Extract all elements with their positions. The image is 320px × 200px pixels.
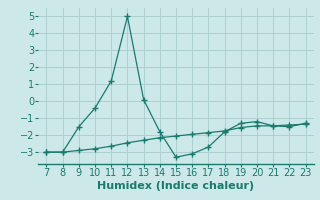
X-axis label: Humidex (Indice chaleur): Humidex (Indice chaleur) [97, 181, 255, 191]
